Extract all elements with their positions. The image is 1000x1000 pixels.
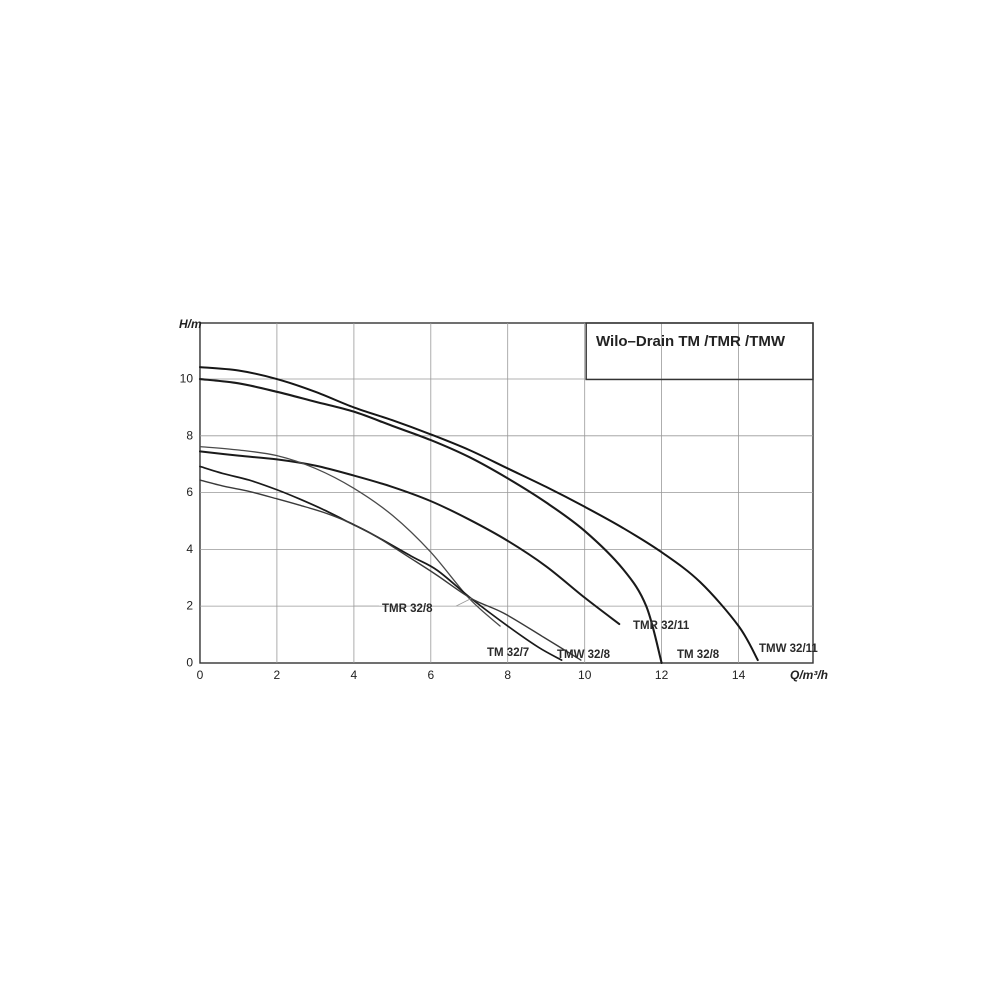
svg-text:2: 2 bbox=[186, 599, 193, 613]
svg-text:8: 8 bbox=[504, 668, 511, 682]
svg-text:0: 0 bbox=[186, 656, 193, 670]
svg-text:4: 4 bbox=[351, 668, 358, 682]
svg-text:10: 10 bbox=[578, 668, 592, 682]
svg-text:6: 6 bbox=[186, 485, 193, 499]
svg-text:TM 32/7: TM 32/7 bbox=[487, 647, 529, 659]
svg-text:10: 10 bbox=[180, 372, 194, 386]
svg-text:TMR 32/8: TMR 32/8 bbox=[382, 603, 433, 615]
svg-text:TM 32/8: TM 32/8 bbox=[677, 649, 720, 661]
svg-text:6: 6 bbox=[427, 668, 434, 682]
svg-text:Wilo–Drain TM /TMR /TMW: Wilo–Drain TM /TMR /TMW bbox=[596, 333, 786, 350]
svg-text:TMW 32/11: TMW 32/11 bbox=[759, 643, 818, 655]
svg-text:0: 0 bbox=[197, 668, 204, 682]
svg-text:4: 4 bbox=[186, 542, 193, 556]
svg-text:TMW 32/8: TMW 32/8 bbox=[557, 649, 611, 661]
svg-text:TMR 32/11: TMR 32/11 bbox=[633, 620, 690, 632]
svg-text:Q/m³/h: Q/m³/h bbox=[790, 668, 828, 682]
svg-text:14: 14 bbox=[732, 668, 746, 682]
svg-text:8: 8 bbox=[186, 428, 193, 442]
svg-text:2: 2 bbox=[274, 668, 281, 682]
svg-text:12: 12 bbox=[655, 668, 669, 682]
svg-text:H/m: H/m bbox=[179, 317, 202, 331]
